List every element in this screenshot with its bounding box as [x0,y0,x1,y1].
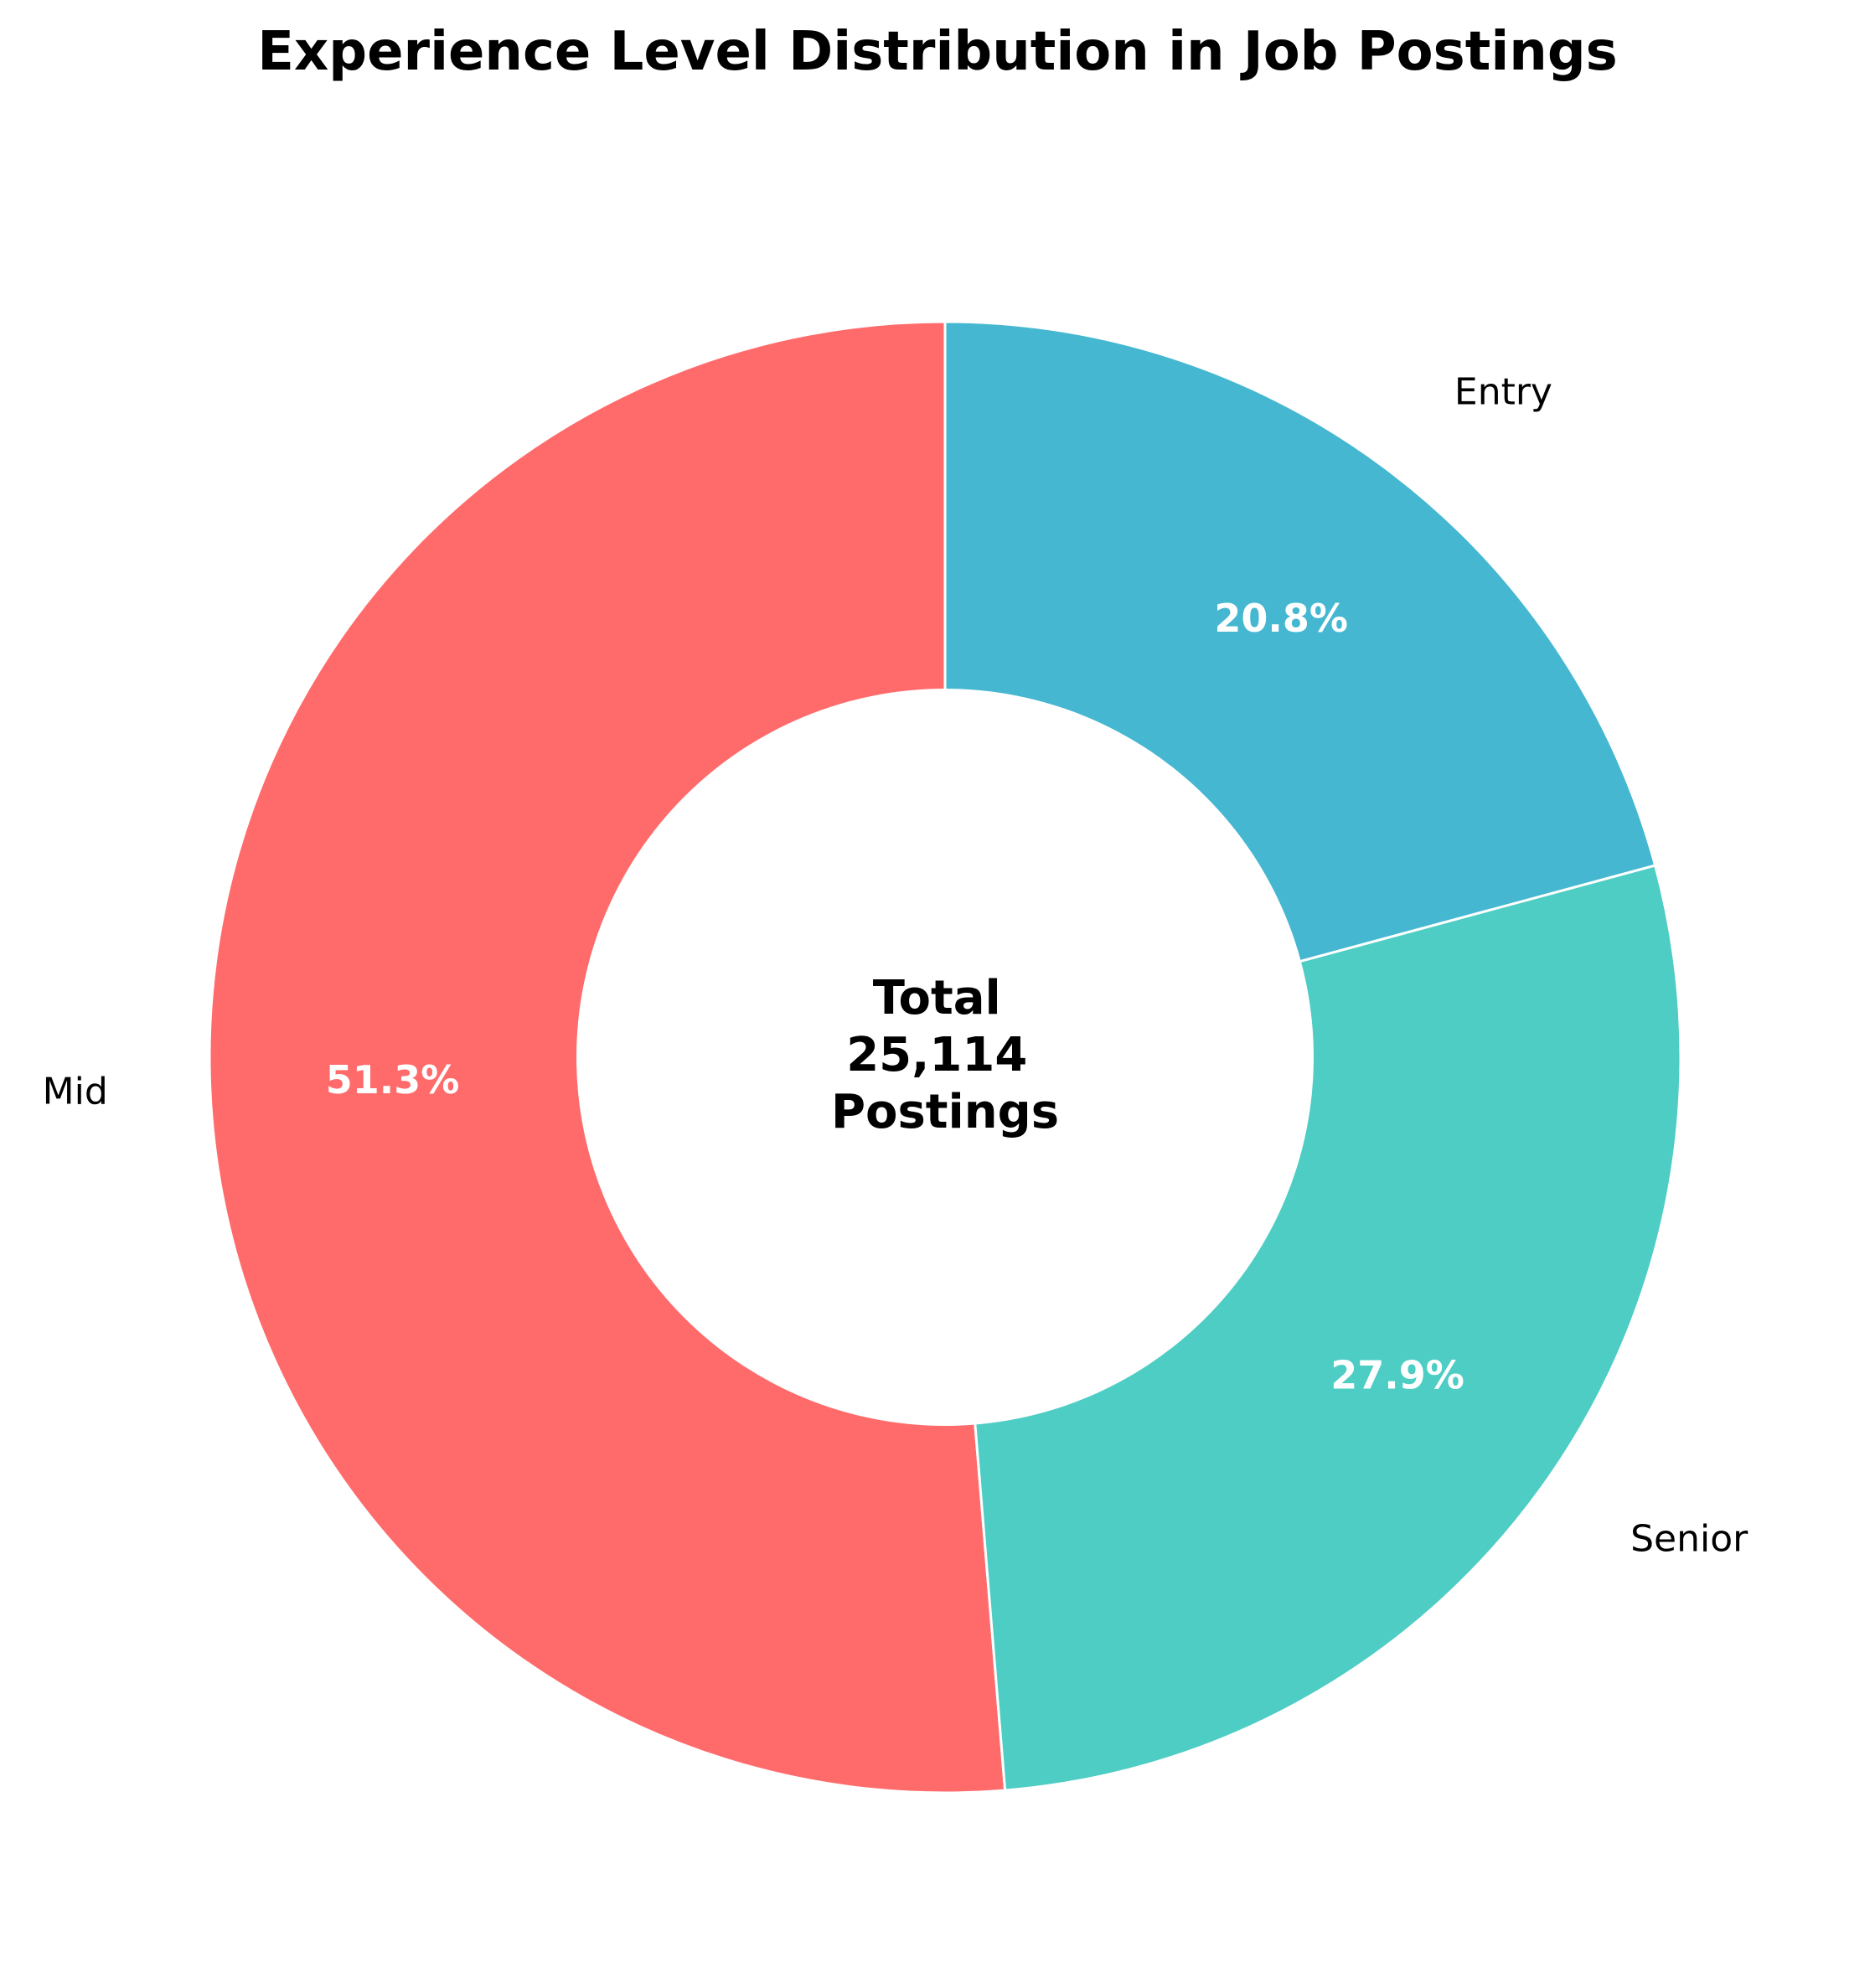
category-label-mid: Mid [43,1070,108,1113]
percent-label-senior: 27.9% [1330,1353,1464,1398]
center-label-line1: Total [873,971,1001,1025]
labels-layer: 51.3% Mid 27.9% Senior 20.8% Entry [43,371,1748,1561]
percent-label-entry: 20.8% [1214,596,1348,641]
category-label-entry: Entry [1454,371,1552,414]
center-label-line2: 25,114 [846,1028,1027,1082]
category-label-senior: Senior [1630,1518,1748,1561]
percent-label-mid: 51.3% [326,1057,460,1102]
donut-hole [576,689,1314,1426]
center-label-line3: Postings [831,1085,1059,1139]
chart-title: Experience Level Distribution in Job Pos… [257,21,1618,83]
center-label: Total 25,114 Postings [831,971,1059,1139]
